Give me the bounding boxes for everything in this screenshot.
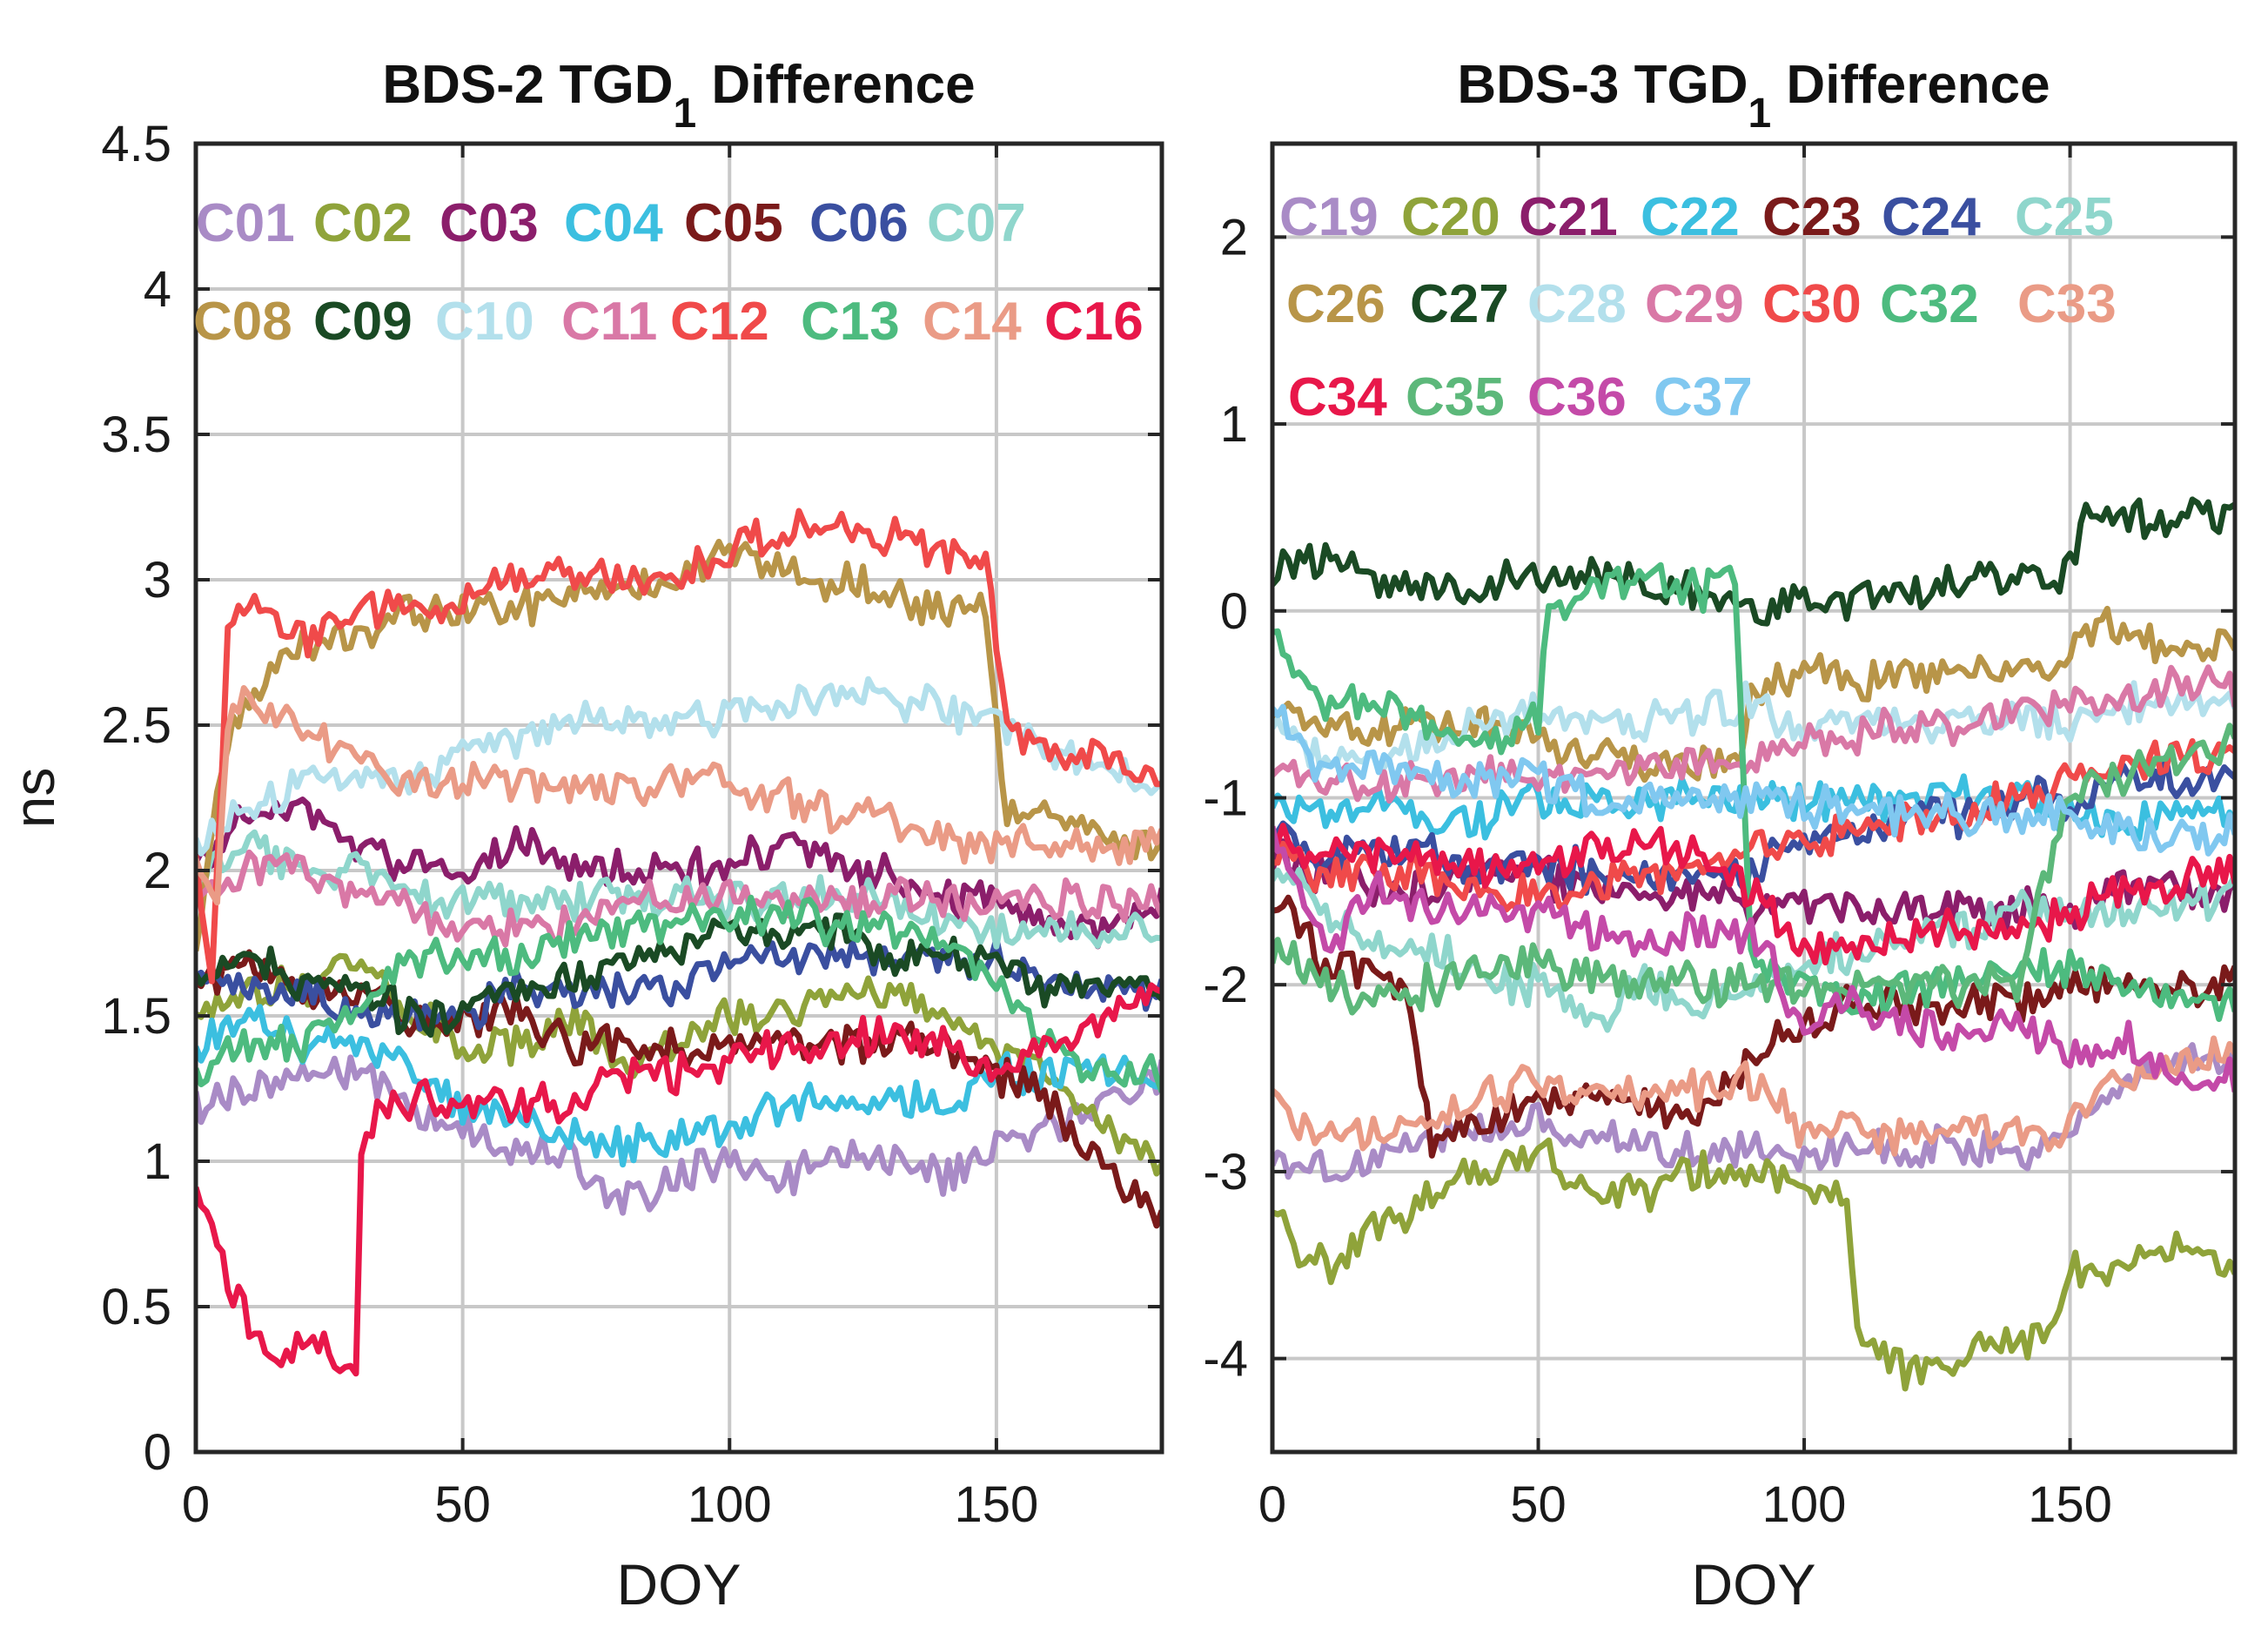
y-tick-label: -2 xyxy=(1203,957,1248,1013)
x-axis-label: DOY xyxy=(1691,1552,1815,1617)
series-line-c37 xyxy=(1272,703,2235,857)
chart-title: BDS-3 TGD1 Difference xyxy=(1457,55,2050,137)
legend-entry-c30: C30 xyxy=(1762,274,1862,334)
series-line-c01 xyxy=(196,1054,1162,1216)
series-line-c10 xyxy=(196,676,1162,857)
chart-title: BDS-2 TGD1 Difference xyxy=(382,55,975,137)
y-tick-label: 2 xyxy=(1220,209,1248,266)
legend-entry-c04: C04 xyxy=(564,193,663,253)
y-tick-label: 4 xyxy=(144,261,171,318)
x-tick-label: 50 xyxy=(1510,1476,1567,1533)
legend-entry-c06: C06 xyxy=(809,193,909,253)
series-line-c23 xyxy=(1272,894,2235,1159)
series-line-c35 xyxy=(1272,723,2235,1016)
legend-entry-c14: C14 xyxy=(923,292,1022,352)
legend-entry-c28: C28 xyxy=(1527,274,1627,334)
x-tick-label: 100 xyxy=(688,1476,772,1533)
series-line-c32 xyxy=(1272,561,2235,1022)
y-tick-label: -4 xyxy=(1203,1331,1248,1388)
series-line-c34 xyxy=(1272,823,2235,966)
legend-entry-c11: C11 xyxy=(561,292,657,352)
legend-entry-c10: C10 xyxy=(435,292,534,352)
x-tick-label: 150 xyxy=(954,1476,1038,1533)
y-tick-label: 3 xyxy=(144,552,171,608)
x-tick-label: 50 xyxy=(434,1476,491,1533)
series-lines xyxy=(196,508,1162,1377)
y-tick-label: 1 xyxy=(144,1133,171,1190)
series-line-c16 xyxy=(196,982,1162,1377)
grid xyxy=(196,144,1162,1452)
legend-entry-c16: C16 xyxy=(1044,292,1144,352)
x-tick-label: 100 xyxy=(1762,1476,1847,1533)
x-tick-label: 150 xyxy=(2028,1476,2112,1533)
legend-entry-c26: C26 xyxy=(1286,274,1386,334)
legend-entry-c23: C23 xyxy=(1762,187,1862,247)
legend-entry-c29: C29 xyxy=(1645,274,1744,334)
panel-bds2: 0 50 100 150 0 0.5 1 1.5 2 2.5 3 3.5 4 4.5 DOY ns BDS-2 … xyxy=(2,55,1164,1617)
y-tick-label: 1 xyxy=(1220,396,1248,453)
legend-entry-c37: C37 xyxy=(1654,367,1753,427)
y-tick-label: 4.5 xyxy=(101,116,171,172)
series-line-c27 xyxy=(1272,496,2235,627)
legend-entry-c22: C22 xyxy=(1641,187,1740,247)
legend-entry-c32: C32 xyxy=(1880,274,1979,334)
y-tick-label: 2.5 xyxy=(101,697,171,754)
legend-entry-c12: C12 xyxy=(670,292,769,352)
series-line-c12 xyxy=(196,508,1162,985)
y-tick-label: 3.5 xyxy=(101,407,171,463)
legend-entry-c09: C09 xyxy=(313,292,413,352)
series-line-c33 xyxy=(1272,1035,2235,1157)
x-axis-label: DOY xyxy=(616,1552,741,1617)
legend-entry-c20: C20 xyxy=(1401,187,1500,247)
legend-entry-c08: C08 xyxy=(193,292,292,352)
series-line-c20 xyxy=(1272,1137,2235,1392)
legend-entry-c13: C13 xyxy=(801,292,900,352)
legend-entry-c01: C01 xyxy=(196,193,295,253)
legend-entry-c02: C02 xyxy=(313,193,413,253)
x-tick-label: 0 xyxy=(1258,1476,1286,1533)
series-line-c36 xyxy=(1272,825,2235,1092)
legend-entry-c36: C36 xyxy=(1527,367,1627,427)
legend-entry-c35: C35 xyxy=(1406,367,1505,427)
legend-entry-c24: C24 xyxy=(1882,187,1981,247)
legend-entry-c34: C34 xyxy=(1288,367,1387,427)
y-tick-label: 0.5 xyxy=(101,1279,171,1335)
legend-entry-c03: C03 xyxy=(440,193,539,253)
legend-entry-c19: C19 xyxy=(1279,187,1379,247)
series-line-c30 xyxy=(1272,738,2235,913)
y-tick-label: 2 xyxy=(144,843,171,899)
series-line-c11 xyxy=(196,849,1162,948)
y-tick-label: 0 xyxy=(1220,583,1248,640)
legend-entry-c33: C33 xyxy=(2017,274,2117,334)
legend-entry-c25: C25 xyxy=(2015,187,2114,247)
y-tick-label: -3 xyxy=(1203,1144,1248,1200)
x-tick-label: 0 xyxy=(182,1476,210,1533)
legend: C19 C20 C21 C22 C23 C24 C25 C26 C27 C28 C29 C30 C32 C… xyxy=(1279,187,2117,427)
legend-entry-c07: C07 xyxy=(927,193,1026,253)
series-line-c05 xyxy=(196,949,1162,1229)
legend-entry-c21: C21 xyxy=(1519,187,1618,247)
y-axis-label: ns xyxy=(2,768,66,829)
axes-box xyxy=(193,141,1164,1455)
legend-entry-c27: C27 xyxy=(1410,274,1509,334)
legend-entry-c05: C05 xyxy=(684,193,783,253)
y-tick-label: 1.5 xyxy=(101,988,171,1045)
panel-bds3: 0 50 100 150 -4 -3 -2 -1 0 1 2 DOY BDS-3 TGD1 Differ… xyxy=(1203,55,2238,1617)
series-line-c04 xyxy=(196,1004,1162,1168)
series-line-c07 xyxy=(196,829,1162,950)
series-line-c13 xyxy=(196,894,1162,1093)
series-line-c14 xyxy=(196,685,1162,906)
series-line-c28 xyxy=(1272,680,2235,775)
series-line-c09 xyxy=(196,912,1162,1039)
y-tick-label: 0 xyxy=(144,1424,171,1481)
series-lines xyxy=(1272,496,2235,1392)
legend: C01 C02 C03 C04 C05 C06 C07 C08 C09 C10 C11 C12 C13 C… xyxy=(193,193,1144,352)
y-tick-label: -1 xyxy=(1203,770,1248,827)
